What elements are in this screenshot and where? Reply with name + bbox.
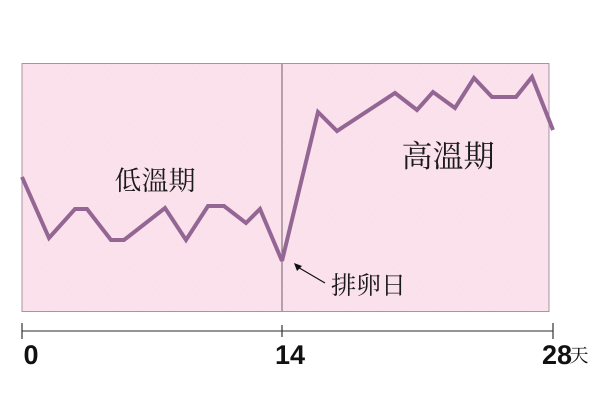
svg-text:0: 0	[23, 340, 38, 370]
svg-text:14: 14	[275, 340, 305, 370]
svg-text:低溫期: 低溫期	[115, 159, 196, 198]
svg-text:排卵日: 排卵日	[331, 266, 406, 302]
svg-text:天: 天	[569, 341, 588, 368]
svg-text:高溫期: 高溫期	[402, 131, 495, 176]
svg-text:28: 28	[542, 340, 572, 370]
